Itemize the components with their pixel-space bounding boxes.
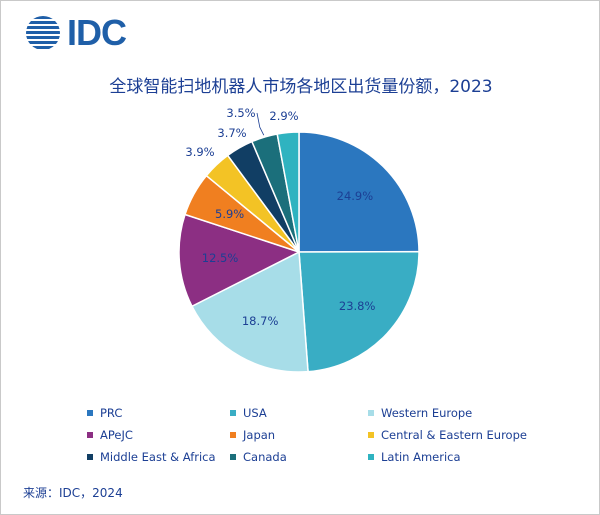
legend-swatch [230,454,236,460]
legend-label: Canada [243,450,287,464]
legend-label: USA [243,406,267,420]
legend-label: Western Europe [381,406,473,420]
legend-item: USA [230,406,267,420]
legend-item: Central & Eastern Europe [368,428,527,442]
data-label: 3.7% [217,126,246,140]
data-label: 3.5% [226,106,255,120]
data-label: 18.7% [242,314,279,328]
legend-swatch [368,454,374,460]
data-label: 2.9% [269,109,298,123]
pie-slice-western-europe [190,250,309,373]
legend-label: Latin America [381,450,461,464]
chart-title: 全球智能扫地机器人市场各地区出货量份额，2023 [109,77,493,97]
legend-swatch [368,410,374,416]
legend-item: Japan [230,428,275,442]
legend-item: Latin America [368,450,461,464]
data-label: 12.5% [202,251,239,265]
legend-item: PRC [87,406,122,420]
legend-item: Western Europe [368,406,472,420]
legend-label: Central & Eastern Europe [381,428,527,442]
legend-swatch [87,432,93,438]
data-label: 3.9% [185,145,214,159]
legend-swatch [87,410,93,416]
legend-item: APeJC [87,428,133,442]
data-label: 24.9% [337,189,374,203]
legend-label: Middle East & Africa [100,450,216,464]
data-label: 23.8% [339,299,376,313]
pie-chart: 24.9% 23.8% 18.7% 12.5% 5.9% 3.9%3.7% 3.5% 2.9% [178,106,420,373]
idc-logo: IDC [25,12,127,53]
legend-label: APeJC [100,428,133,442]
legend-swatch [368,432,374,438]
idc-logo-text: IDC [67,12,127,53]
data-label: 5.9% [215,207,244,221]
legend-swatch [230,432,236,438]
pie-slice-usa [298,250,420,373]
legend-swatch [230,410,236,416]
legend-swatch [87,454,93,460]
legend-label: PRC [100,406,123,420]
pie-slice-apejc [178,213,301,308]
idc-globe-icon [26,16,60,49]
pie-slice-prc [298,131,420,253]
source-note: 来源：IDC，2024 [23,486,123,500]
legend-item: Canada [230,450,287,464]
pie-slice-latin-america [276,131,300,253]
label-leader-line [256,112,265,136]
legend-item: Middle East & Africa [87,450,216,464]
legend-label: Japan [243,428,276,442]
